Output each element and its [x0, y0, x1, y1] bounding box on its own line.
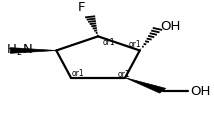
- Text: F: F: [78, 0, 85, 14]
- Text: N: N: [22, 43, 32, 56]
- Text: OH: OH: [190, 85, 210, 98]
- Polygon shape: [10, 48, 56, 53]
- Text: or1: or1: [128, 40, 141, 49]
- Text: H: H: [6, 43, 16, 56]
- Text: or1: or1: [72, 69, 85, 78]
- Text: or1: or1: [102, 38, 115, 47]
- Text: 2: 2: [16, 48, 21, 57]
- Text: OH: OH: [160, 20, 181, 32]
- Text: or1: or1: [118, 70, 131, 79]
- Polygon shape: [125, 78, 166, 93]
